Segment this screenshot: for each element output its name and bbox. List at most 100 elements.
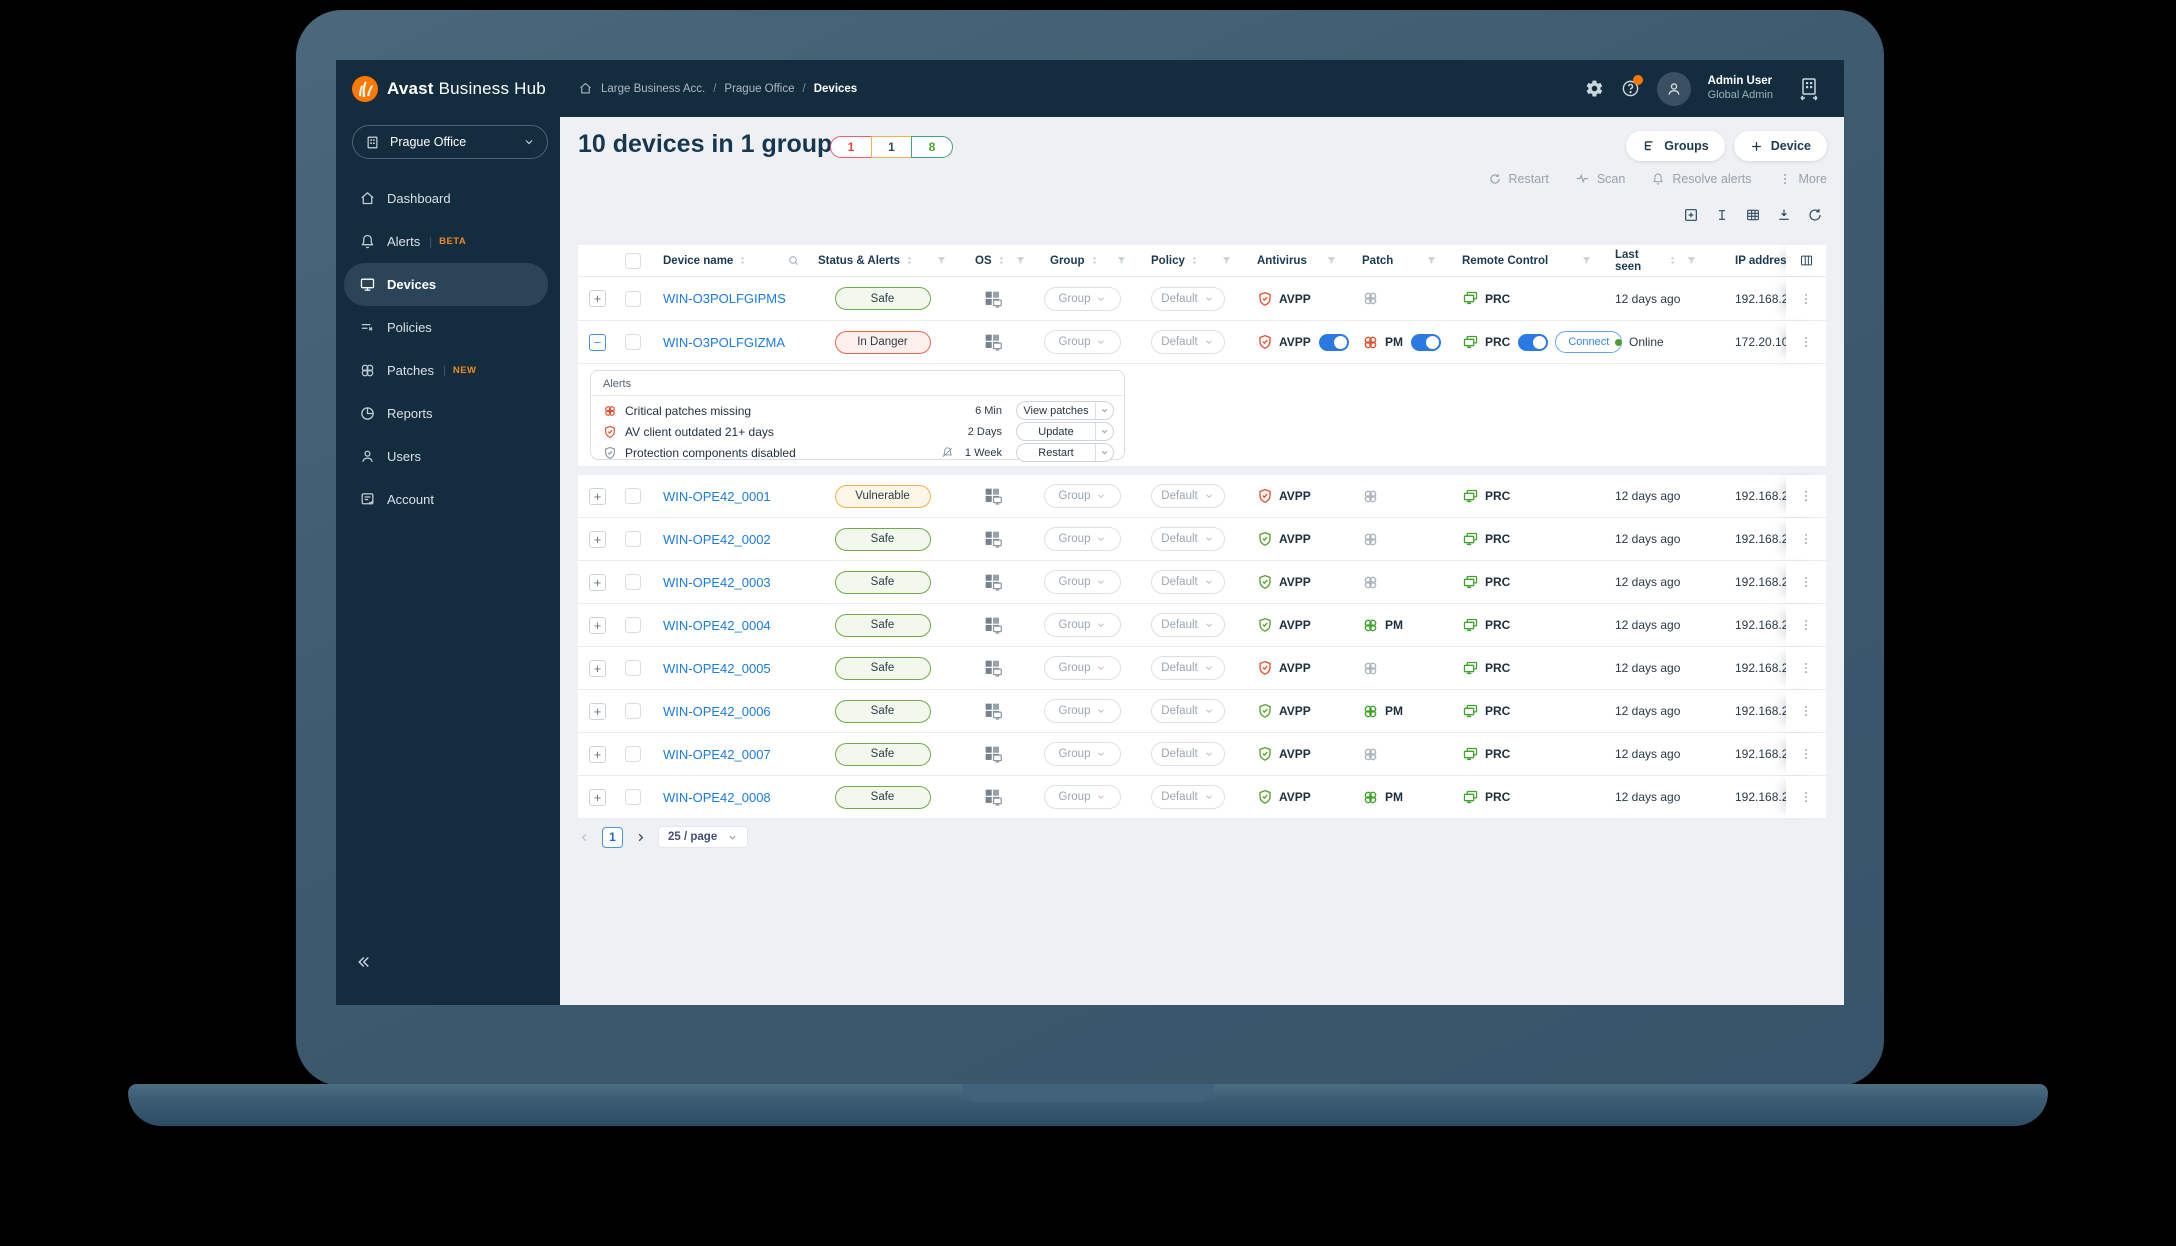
breadcrumb-site[interactable]: Prague Office bbox=[724, 82, 795, 95]
sidebar-item-alerts[interactable]: Alerts | BETA bbox=[336, 220, 548, 263]
row-checkbox[interactable] bbox=[625, 334, 641, 350]
group-dropdown[interactable]: Group bbox=[1044, 330, 1121, 354]
policy-dropdown[interactable]: Default bbox=[1150, 699, 1225, 723]
filter-icon[interactable] bbox=[1426, 255, 1437, 266]
column-last-seen[interactable]: Last seen bbox=[1600, 245, 1705, 276]
group-dropdown[interactable]: Group bbox=[1044, 286, 1121, 311]
column-policy[interactable]: Policy bbox=[1135, 245, 1240, 276]
company-switcher-icon[interactable] bbox=[1796, 76, 1822, 102]
filter-icon[interactable] bbox=[1686, 255, 1697, 266]
restart-button[interactable]: Restart bbox=[1016, 443, 1114, 462]
device-name-link[interactable]: WIN-OPE42_0005 bbox=[663, 660, 771, 676]
sort-icon[interactable] bbox=[904, 254, 915, 267]
avatar[interactable] bbox=[1656, 71, 1691, 106]
site-selector[interactable]: Prague Office bbox=[352, 125, 548, 159]
column-status[interactable]: Status & Alerts bbox=[810, 245, 955, 276]
filter-icon[interactable] bbox=[936, 255, 947, 266]
device-name-link[interactable]: WIN-OPE42_0002 bbox=[663, 531, 771, 547]
filter-icon[interactable] bbox=[1581, 255, 1592, 266]
warning-count-badge[interactable]: 1 bbox=[870, 136, 913, 158]
row-checkbox[interactable] bbox=[625, 789, 641, 805]
row-checkbox[interactable] bbox=[625, 617, 641, 633]
sort-icon[interactable] bbox=[737, 254, 748, 267]
group-dropdown[interactable]: Group bbox=[1044, 785, 1121, 809]
table-grid-icon[interactable] bbox=[1745, 207, 1761, 223]
row-height-icon[interactable] bbox=[1714, 207, 1730, 223]
search-icon[interactable] bbox=[787, 254, 800, 267]
row-checkbox[interactable] bbox=[625, 746, 641, 762]
column-device-name[interactable]: Device name bbox=[655, 245, 810, 276]
sidebar-item-users[interactable]: Users bbox=[336, 435, 548, 478]
device-name-link[interactable]: WIN-OPE42_0004 bbox=[663, 617, 771, 633]
more-action[interactable]: More bbox=[1778, 172, 1827, 186]
row-checkbox[interactable] bbox=[625, 703, 641, 719]
update-button[interactable]: Update bbox=[1016, 422, 1114, 441]
group-dropdown[interactable]: Group bbox=[1044, 484, 1121, 508]
expand-toggle-icon[interactable] bbox=[589, 290, 606, 307]
policy-dropdown[interactable]: Default bbox=[1150, 484, 1225, 508]
column-os[interactable]: OS bbox=[955, 245, 1030, 276]
refresh-icon[interactable] bbox=[1807, 207, 1823, 223]
view-patches-button[interactable]: View patches bbox=[1016, 401, 1114, 420]
sidebar-item-reports[interactable]: Reports bbox=[336, 392, 548, 435]
breadcrumb-account[interactable]: Large Business Acc. bbox=[601, 82, 706, 95]
expand-toggle-icon[interactable] bbox=[589, 788, 606, 806]
restart-action[interactable]: Restart bbox=[1488, 172, 1549, 186]
next-page-icon[interactable] bbox=[634, 831, 647, 844]
row-checkbox[interactable] bbox=[625, 660, 641, 676]
filter-icon[interactable] bbox=[1221, 255, 1232, 266]
select-all-checkbox[interactable] bbox=[625, 252, 641, 269]
scan-action[interactable]: Scan bbox=[1575, 171, 1625, 186]
device-name-link[interactable]: WIN-OPE42_0001 bbox=[663, 488, 771, 504]
row-checkbox[interactable] bbox=[625, 290, 641, 307]
expand-toggle-icon[interactable] bbox=[589, 616, 606, 634]
filter-icon[interactable] bbox=[1015, 255, 1026, 266]
expand-toggle-icon[interactable] bbox=[589, 573, 606, 591]
sidebar-item-policies[interactable]: Policies bbox=[336, 306, 548, 349]
device-name-link[interactable]: WIN-OPE42_0007 bbox=[663, 746, 771, 762]
row-kebab-icon[interactable] bbox=[1799, 292, 1813, 306]
row-kebab-icon[interactable] bbox=[1799, 618, 1813, 632]
expand-toggle-icon[interactable] bbox=[589, 702, 606, 720]
sidebar-item-dashboard[interactable]: Dashboard bbox=[336, 177, 548, 220]
row-checkbox[interactable] bbox=[625, 531, 641, 547]
device-name-link[interactable]: WIN-OPE42_0008 bbox=[663, 789, 771, 805]
expand-toggle-icon[interactable] bbox=[589, 745, 606, 763]
remote-toggle[interactable] bbox=[1518, 333, 1549, 351]
sort-icon[interactable] bbox=[1089, 254, 1100, 267]
group-dropdown[interactable]: Group bbox=[1044, 699, 1121, 723]
user-info[interactable]: Admin User Global Admin bbox=[1708, 74, 1773, 102]
expand-all-icon[interactable] bbox=[1683, 207, 1699, 223]
current-page[interactable]: 1 bbox=[602, 826, 623, 848]
policy-dropdown[interactable]: Default bbox=[1150, 742, 1225, 766]
group-dropdown[interactable]: Group bbox=[1044, 570, 1121, 594]
prev-page-icon[interactable] bbox=[578, 831, 591, 844]
row-kebab-icon[interactable] bbox=[1799, 661, 1813, 675]
chevron-down-icon[interactable] bbox=[1096, 406, 1113, 415]
add-device-button[interactable]: Device bbox=[1733, 131, 1827, 161]
column-antivirus[interactable]: Antivirus bbox=[1240, 245, 1345, 276]
column-remote-control[interactable]: Remote Control bbox=[1445, 245, 1600, 276]
policy-dropdown[interactable]: Default bbox=[1150, 570, 1225, 594]
row-kebab-icon[interactable] bbox=[1799, 335, 1813, 349]
group-dropdown[interactable]: Group bbox=[1044, 742, 1121, 766]
expand-toggle-icon[interactable] bbox=[589, 659, 606, 677]
row-kebab-icon[interactable] bbox=[1799, 489, 1813, 503]
export-download-icon[interactable] bbox=[1776, 207, 1792, 223]
chevron-down-icon[interactable] bbox=[1096, 448, 1113, 457]
antivirus-toggle[interactable] bbox=[1318, 333, 1349, 351]
device-name-link[interactable]: WIN-O3POLFGIZMA bbox=[663, 334, 786, 350]
danger-count-badge[interactable]: 1 bbox=[830, 136, 872, 158]
row-kebab-icon[interactable] bbox=[1799, 790, 1813, 804]
groups-button[interactable]: Groups bbox=[1626, 131, 1725, 161]
home-icon[interactable] bbox=[578, 81, 593, 96]
expand-toggle-icon[interactable] bbox=[589, 333, 606, 351]
safe-count-badge[interactable]: 8 bbox=[911, 136, 953, 158]
device-name-link[interactable]: WIN-O3POLFGIPMS bbox=[663, 291, 786, 306]
policy-dropdown[interactable]: Default bbox=[1150, 613, 1225, 637]
sidebar-item-devices[interactable]: Devices bbox=[344, 263, 548, 306]
policy-dropdown[interactable]: Default bbox=[1150, 330, 1225, 354]
patch-toggle[interactable] bbox=[1411, 333, 1441, 351]
filter-icon[interactable] bbox=[1326, 255, 1337, 266]
page-size-select[interactable]: 25 / page bbox=[658, 826, 749, 848]
